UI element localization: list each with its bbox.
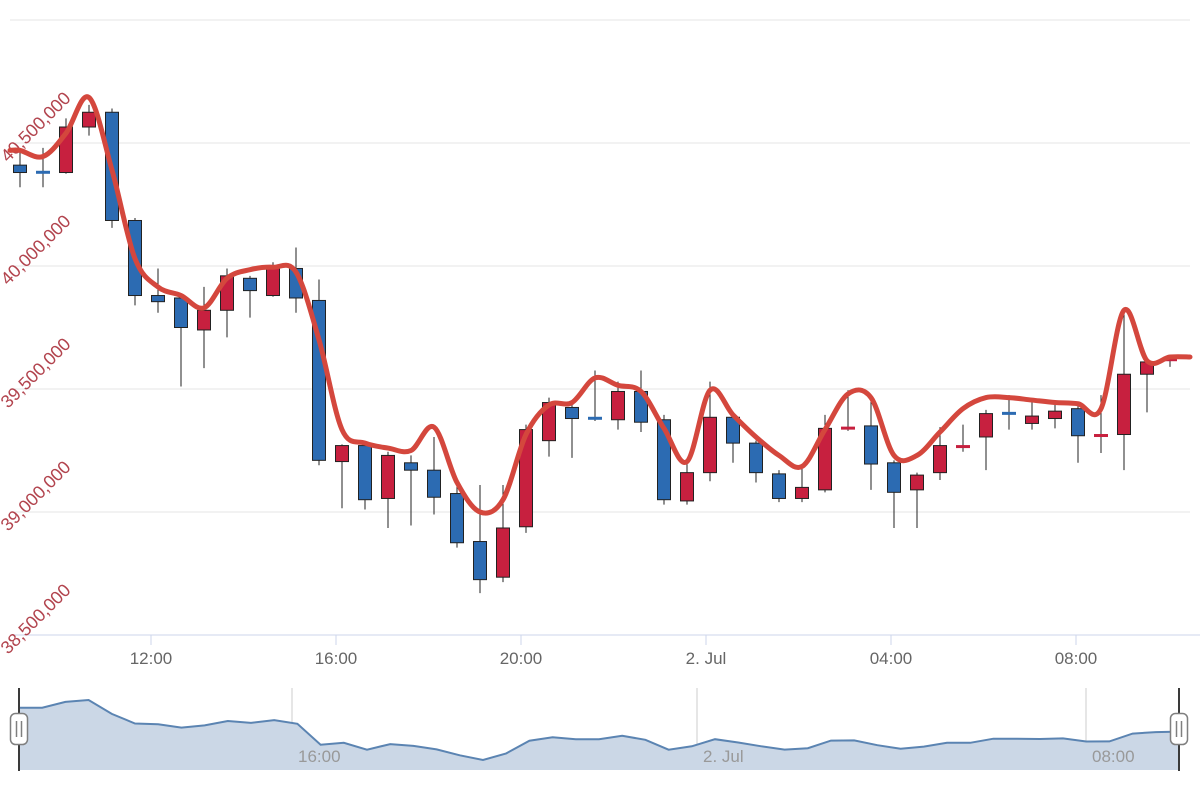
candle[interactable] (1117, 309, 1131, 471)
candle[interactable] (496, 484, 510, 583)
navigator-label: 2. Jul (703, 747, 744, 766)
candle-body (910, 474, 924, 491)
candle[interactable] (933, 427, 947, 481)
candle-body (1094, 434, 1108, 438)
candle-body (1117, 373, 1131, 436)
candle-body (1048, 410, 1062, 420)
candle-body (243, 277, 257, 292)
candle[interactable] (427, 436, 441, 515)
candle-body (703, 416, 717, 474)
candle[interactable] (864, 400, 878, 490)
candle-body (82, 111, 96, 128)
candle-body (197, 309, 211, 331)
candle[interactable] (243, 275, 257, 318)
candle[interactable] (1048, 402, 1062, 429)
candle-body (1002, 411, 1016, 415)
candle-body (588, 416, 602, 420)
candle[interactable] (887, 460, 901, 528)
candle[interactable] (565, 400, 579, 458)
candle[interactable] (726, 412, 740, 463)
candle[interactable] (473, 484, 487, 594)
candle-body (358, 445, 372, 501)
candle[interactable] (82, 104, 96, 136)
candle-body (312, 299, 326, 461)
navigator-label: 16:00 (298, 747, 341, 766)
candle[interactable] (1071, 404, 1085, 463)
navigator-handle-left[interactable] (9, 712, 29, 746)
candle[interactable] (1002, 395, 1016, 430)
candle[interactable] (772, 470, 786, 503)
navigator-handle-right[interactable] (1169, 712, 1189, 746)
navigator-area[interactable] (19, 700, 1179, 770)
candle-body (36, 170, 50, 174)
x-axis-label: 16:00 (315, 649, 358, 668)
candle[interactable] (151, 268, 165, 313)
candle-body (404, 462, 418, 471)
candle-body (335, 445, 349, 463)
candle-body (772, 473, 786, 499)
candle-body (565, 406, 579, 420)
candle-body (841, 426, 855, 430)
candle-body (496, 527, 510, 578)
x-axis-label: 08:00 (1055, 649, 1098, 668)
candle[interactable] (749, 440, 763, 483)
overlay-line (7, 94, 1193, 516)
x-axis-label: 20:00 (500, 649, 543, 668)
candle[interactable] (979, 409, 993, 471)
x-axis-label: 04:00 (870, 649, 913, 668)
candle[interactable] (703, 381, 717, 482)
candle-body (473, 541, 487, 581)
candle[interactable] (450, 478, 464, 548)
candle-body (979, 413, 993, 438)
candle[interactable] (404, 455, 418, 526)
candle-body (1071, 408, 1085, 437)
candle-body (13, 164, 27, 174)
candle-body (266, 267, 280, 297)
candle[interactable] (197, 286, 211, 369)
candle[interactable] (680, 460, 694, 505)
candle[interactable] (335, 444, 349, 509)
candle-body (174, 297, 188, 329)
x-axis-label: 12:00 (130, 649, 173, 668)
candle-body (450, 493, 464, 544)
candle[interactable] (611, 381, 625, 430)
candle-body (887, 462, 901, 493)
candle-body (151, 295, 165, 303)
candle[interactable] (358, 444, 372, 510)
candle[interactable] (312, 279, 326, 466)
candle[interactable] (381, 451, 395, 528)
candle-body (795, 486, 809, 499)
x-axis-label: 2. Jul (686, 649, 727, 668)
candle-body (1025, 415, 1039, 424)
candle-body (680, 472, 694, 502)
candle-body (381, 454, 395, 499)
candle-body (933, 445, 947, 474)
candle[interactable] (13, 150, 27, 188)
candle[interactable] (795, 466, 809, 503)
navigator-label: 08:00 (1092, 747, 1135, 766)
navigator-handle-left-grip (9, 712, 29, 746)
candle[interactable] (956, 424, 970, 452)
candle[interactable] (1025, 400, 1039, 430)
candle-body (864, 425, 878, 465)
navigator-handle-right-grip (1169, 712, 1189, 746)
candle-body (611, 390, 625, 421)
candle-body (427, 469, 441, 498)
candle-body (956, 445, 970, 449)
candle[interactable] (910, 472, 924, 528)
candle-body (749, 442, 763, 474)
navigator-area-line (19, 698, 1180, 762)
